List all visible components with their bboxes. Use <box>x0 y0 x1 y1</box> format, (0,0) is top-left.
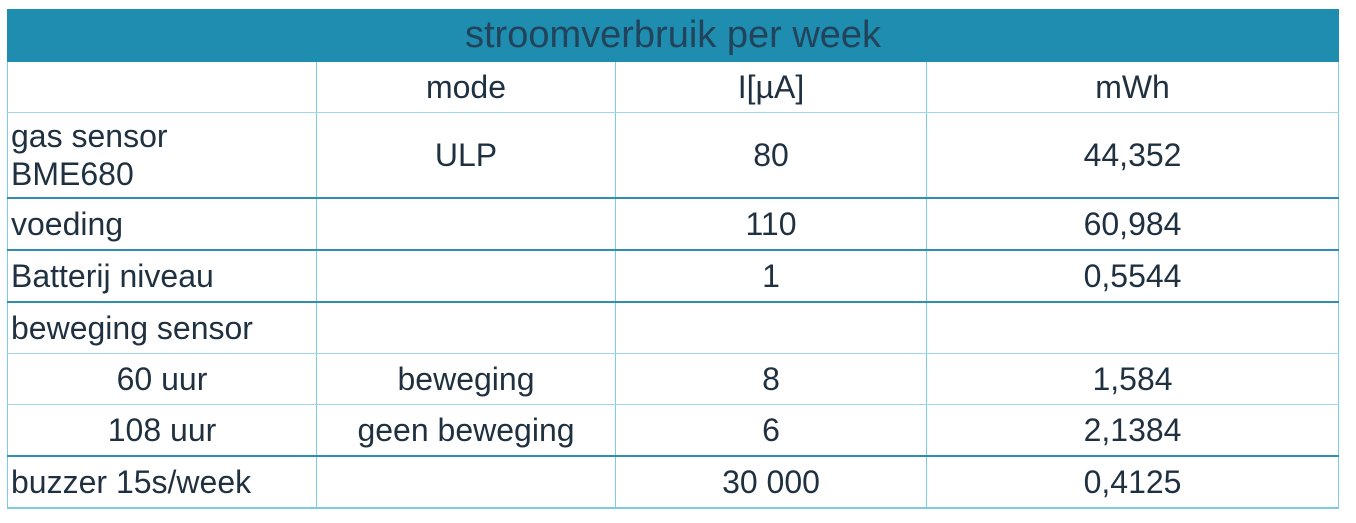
row-label: 60 uur <box>7 353 317 405</box>
row-current: 6 <box>615 404 927 457</box>
table-row-108-uur: 108 uur geen beweging 6 2,1384 <box>7 404 1340 457</box>
header-cell-label <box>7 61 317 113</box>
table-row-buzzer: buzzer 15s/week 30 000 0,4125 <box>7 456 1340 509</box>
row-mwh: 2,1384 <box>925 404 1340 457</box>
row-label: gas sensor BME680 <box>7 112 317 199</box>
row-mode: ULP <box>316 112 616 199</box>
header-row: mode I[µA] mWh <box>7 61 1340 113</box>
row-current: 30 000 <box>615 456 927 509</box>
table-row-batterij: Batterij niveau 1 0,5544 <box>7 250 1340 303</box>
row-mode <box>316 250 616 303</box>
row-current <box>615 302 927 354</box>
row-mwh: 60,984 <box>925 198 1340 251</box>
row-label: buzzer 15s/week <box>7 456 317 509</box>
row-label: beweging sensor <box>7 302 317 354</box>
table-row-gas-sensor: gas sensor BME680 ULP 80 44,352 <box>7 112 1340 199</box>
row-mwh: 0,5544 <box>925 250 1340 303</box>
row-mwh: 1,584 <box>925 353 1340 405</box>
row-current: 80 <box>615 112 927 199</box>
row-label: voeding <box>7 198 317 251</box>
table-row-voeding: voeding 110 60,984 <box>7 198 1340 251</box>
row-current: 8 <box>615 353 927 405</box>
row-mode <box>316 198 616 251</box>
row-mwh: 0,4125 <box>925 456 1340 509</box>
header-cell-current: I[µA] <box>615 61 927 113</box>
row-label: Batterij niveau <box>7 250 317 303</box>
table-title: stroomverbruik per week <box>6 9 1340 62</box>
row-label-line: BME680 <box>11 156 134 192</box>
power-consumption-table-container: stroomverbruik per week mode I[µA] mWh g… <box>6 9 1340 509</box>
power-consumption-table: stroomverbruik per week mode I[µA] mWh g… <box>6 9 1340 509</box>
row-current: 110 <box>615 198 927 251</box>
row-mode: geen beweging <box>316 404 616 457</box>
row-mode <box>316 302 616 354</box>
row-label: 108 uur <box>7 404 317 457</box>
row-mode: beweging <box>316 353 616 405</box>
row-mwh <box>925 302 1340 354</box>
header-cell-mwh: mWh <box>925 61 1340 113</box>
header-cell-mode: mode <box>316 61 616 113</box>
row-mwh: 44,352 <box>925 112 1340 199</box>
table-row-beweging-sensor: beweging sensor <box>7 302 1340 354</box>
table-row-60-uur: 60 uur beweging 8 1,584 <box>7 353 1340 405</box>
row-label-line: gas sensor <box>11 118 168 154</box>
row-mode <box>316 456 616 509</box>
row-current: 1 <box>615 250 927 303</box>
